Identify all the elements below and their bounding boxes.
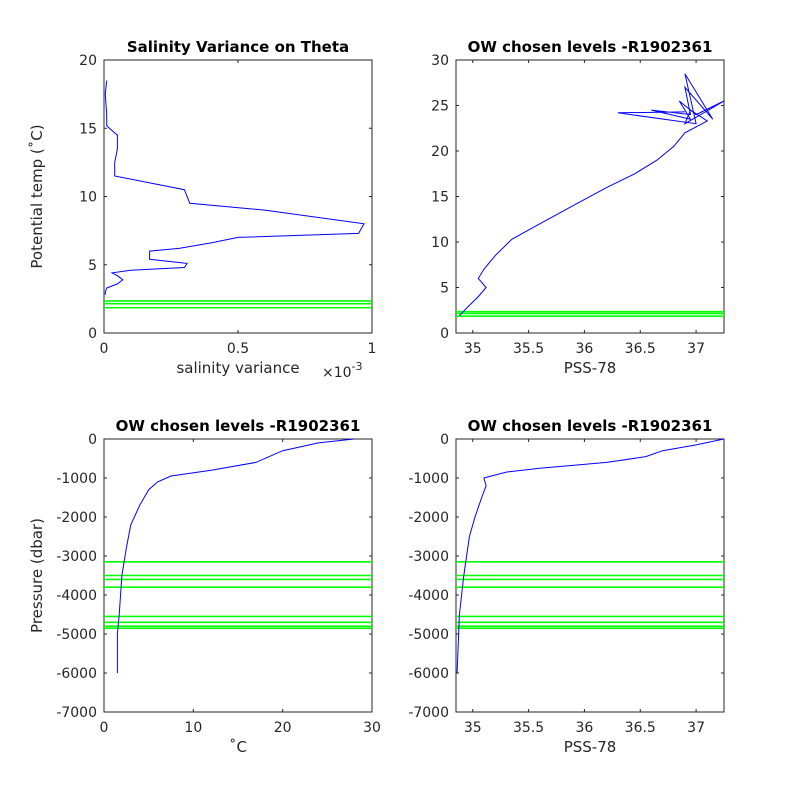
x-tick-label: 30 bbox=[363, 720, 381, 736]
y-tick-label: 5 bbox=[440, 281, 449, 297]
y-tick-label: 0 bbox=[440, 432, 449, 448]
y-tick-label: 0 bbox=[88, 432, 97, 448]
y-tick-label: -6000 bbox=[408, 666, 449, 682]
x-tick-label: 36 bbox=[576, 341, 594, 357]
series-line bbox=[459, 73, 724, 317]
y-tick-label: -7000 bbox=[56, 705, 97, 721]
y-tick-label: -1000 bbox=[56, 471, 97, 487]
chart-tr: 35 35.5 36 36.5 37 0 5 10 15 20 25 30 OW chosen leve… bbox=[431, 38, 725, 377]
y-tick-label: 10 bbox=[431, 235, 449, 251]
chart-title: OW chosen levels -R1902361 bbox=[468, 417, 713, 435]
x-tick-label: 36.5 bbox=[625, 341, 656, 357]
y-tick-label: 10 bbox=[79, 190, 97, 206]
x-axis-label: PSS-78 bbox=[564, 738, 617, 756]
x-multiplier-base: ×10 bbox=[322, 365, 352, 381]
x-tick-label: 37 bbox=[687, 341, 705, 357]
y-tick-label: -2000 bbox=[408, 510, 449, 526]
y-tick-label: 20 bbox=[79, 53, 97, 69]
x-tick-label: 0 bbox=[100, 720, 109, 736]
x-tick-label: 36.5 bbox=[625, 720, 656, 736]
series-line bbox=[456, 439, 724, 674]
y-tick-label: 20 bbox=[431, 144, 449, 160]
y-tick-label: -7000 bbox=[408, 705, 449, 721]
x-tick-label: 35.5 bbox=[513, 341, 544, 357]
chart-title: OW chosen levels -R1902361 bbox=[468, 38, 713, 56]
series-line bbox=[116, 439, 355, 673]
y-tick-label: -4000 bbox=[56, 588, 97, 604]
x-tick-label: 1 bbox=[368, 341, 377, 357]
y-tick-label: -4000 bbox=[408, 588, 449, 604]
x-tick-label: 35.5 bbox=[513, 720, 544, 736]
y-axis-label: Pressure (dbar) bbox=[28, 518, 46, 633]
x-tick-label: 0.5 bbox=[227, 341, 249, 357]
x-tick-label: 36 bbox=[576, 720, 594, 736]
y-tick-label: -1000 bbox=[408, 471, 449, 487]
y-tick-label: 30 bbox=[431, 53, 449, 69]
y-tick-label: 0 bbox=[88, 326, 97, 342]
x-tick-label: 35 bbox=[464, 341, 482, 357]
y-tick-label: -2000 bbox=[56, 510, 97, 526]
chart-br: 35 35.5 36 36.5 37 -7000 -6000 -5000 -4000 -3000 -… bbox=[408, 417, 725, 756]
series-line bbox=[104, 80, 365, 295]
y-tick-label: 5 bbox=[88, 258, 97, 274]
y-tick-label: -5000 bbox=[408, 627, 449, 643]
x-axis-label: ˚C bbox=[229, 738, 247, 756]
x-multiplier-exp: -3 bbox=[352, 360, 363, 373]
x-axis-label: PSS-78 bbox=[564, 359, 617, 377]
x-tick-label: 0 bbox=[100, 341, 109, 357]
x-tick-label: 37 bbox=[687, 720, 705, 736]
y-tick-label: -3000 bbox=[56, 549, 97, 565]
x-tick-label: 20 bbox=[274, 720, 292, 736]
y-axis-label: Potential temp (˚C) bbox=[28, 124, 46, 268]
chart-title: OW chosen levels -R1902361 bbox=[116, 417, 361, 435]
y-tick-label: -6000 bbox=[56, 666, 97, 682]
axes-box bbox=[103, 59, 373, 334]
y-tick-label: -3000 bbox=[408, 549, 449, 565]
x-tick-label: 10 bbox=[184, 720, 202, 736]
y-tick-label: 0 bbox=[440, 326, 449, 342]
chart-title: Salinity Variance on Theta bbox=[127, 38, 349, 56]
x-axis-label: salinity variance bbox=[176, 359, 299, 377]
y-tick-label: 25 bbox=[431, 99, 449, 115]
y-tick-label: -5000 bbox=[56, 627, 97, 643]
y-tick-label: 15 bbox=[431, 190, 449, 206]
x-tick-label: 35 bbox=[464, 720, 482, 736]
y-tick-label: 15 bbox=[79, 121, 97, 137]
chart-bl: 0 10 20 30 -7000 -6000 -5000 -4000 -3000 -2000 -10… bbox=[28, 417, 381, 756]
x-multiplier-label: ×10-3 bbox=[322, 360, 363, 381]
